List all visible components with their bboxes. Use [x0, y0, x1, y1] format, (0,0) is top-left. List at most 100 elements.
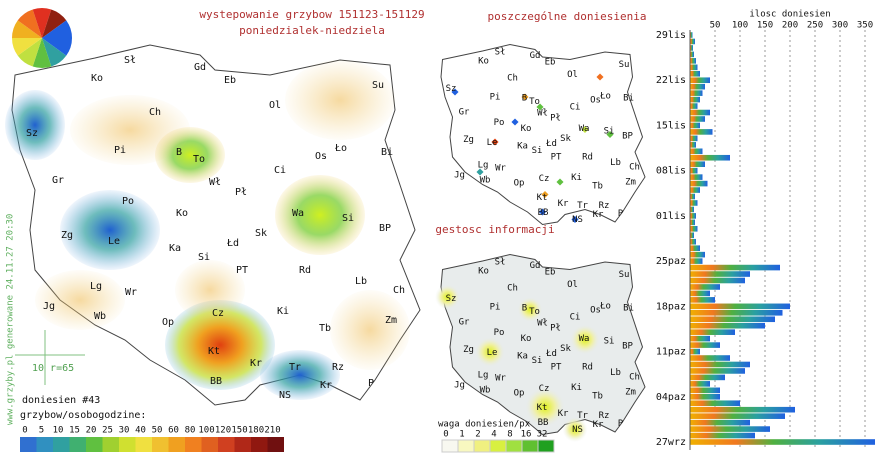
- density-map-title: gestosc informacji: [435, 223, 554, 236]
- city-label: Kr: [593, 420, 604, 430]
- bar: [690, 348, 700, 355]
- city-label: Kr: [593, 210, 604, 220]
- density-blob: [165, 300, 275, 390]
- city-label: Pi: [490, 93, 501, 103]
- bar: [690, 180, 708, 187]
- y-tick-label: 18paz: [656, 301, 686, 312]
- city-label: Bi: [623, 304, 634, 314]
- legend-swatch: [36, 437, 53, 452]
- city-label: Lb: [610, 368, 621, 378]
- city-label: Wb: [480, 386, 491, 396]
- city-label: Sz: [446, 294, 457, 304]
- city-label: Wa: [579, 124, 590, 134]
- city-label: Os: [315, 151, 327, 162]
- city-label: Ol: [567, 70, 578, 80]
- bar: [690, 64, 698, 71]
- legend-swatch: [185, 437, 202, 452]
- city-label: B: [176, 147, 182, 158]
- city-label: Ka: [517, 142, 528, 152]
- legend-swatch: [218, 437, 235, 452]
- side-note: www.grzyby.pl generowane 24.11.27 20:30: [6, 214, 16, 425]
- city-label: Sł: [124, 55, 136, 66]
- legend-tick: 30: [119, 426, 130, 436]
- city-label: Tb: [319, 323, 331, 334]
- legend-tick: 5: [39, 426, 44, 436]
- legend-tick: 210: [264, 426, 280, 436]
- bar: [690, 109, 710, 116]
- city-label: Os: [590, 306, 601, 316]
- city-label: Lb: [610, 158, 621, 168]
- legend-tick: 120: [215, 426, 231, 436]
- city-label: Si: [532, 146, 543, 156]
- city-label: Rd: [582, 153, 593, 163]
- report-marker: [538, 208, 547, 216]
- city-label: NS: [572, 425, 583, 435]
- legend-tick: 25: [102, 426, 113, 436]
- density-map-shape: [435, 253, 646, 442]
- bar: [690, 393, 720, 400]
- density-swatch: [505, 439, 523, 453]
- city-label: Pi: [490, 303, 501, 313]
- city-label: Lg: [478, 161, 489, 171]
- bar: [690, 96, 700, 103]
- report-count: doniesien #43: [22, 395, 100, 406]
- city-label: Op: [162, 317, 174, 328]
- city-label: Pł: [235, 187, 247, 198]
- pie-slice: [42, 38, 72, 56]
- bar: [690, 206, 694, 213]
- bar: [690, 135, 698, 142]
- report-marker: [606, 130, 614, 139]
- density-blob: [5, 90, 65, 160]
- city-label: Gr: [459, 108, 470, 118]
- bar: [690, 83, 705, 90]
- city-label: Sz: [446, 84, 457, 94]
- bar: [690, 432, 755, 439]
- city-label: Tb: [592, 392, 603, 402]
- bar: [690, 174, 703, 180]
- main-map: Sł Gd Ko Eb Su Ol Ch Sz Pi B To Ło Bi Os Wł Ci Gr Pł Po Ko W…: [5, 8, 421, 406]
- bar: [690, 264, 780, 271]
- city-label: B: [522, 94, 527, 104]
- city-label: Ki: [277, 306, 289, 317]
- y-tick-label: 08lis: [656, 166, 686, 177]
- density-spot: [562, 417, 588, 442]
- density-swatch: [473, 439, 491, 453]
- legend-tick: 100: [198, 426, 214, 436]
- city-label: Sł: [495, 258, 506, 268]
- bar: [690, 51, 694, 58]
- city-label: Kr: [250, 358, 262, 369]
- city-label: BB: [210, 376, 222, 387]
- legend-swatch: [102, 437, 119, 452]
- pie-slice: [17, 38, 42, 67]
- legend-swatch: [69, 437, 86, 452]
- bar: [690, 122, 700, 129]
- city-label: Os: [590, 96, 601, 106]
- city-label: Ci: [570, 313, 581, 323]
- bar: [690, 439, 875, 445]
- city-label: Ki: [571, 383, 582, 393]
- bar: [690, 271, 750, 277]
- city-label: Zg: [463, 135, 474, 145]
- city-label: Kr: [558, 409, 569, 419]
- bar: [690, 426, 770, 432]
- bar: [690, 245, 700, 251]
- x-tick-label: 250: [807, 21, 823, 31]
- points-map-title: poszczególne doniesienia: [488, 10, 647, 23]
- pie-slice: [42, 38, 67, 67]
- city-label: Bi: [381, 147, 393, 158]
- density-tick: 16: [521, 430, 532, 440]
- legend-swatch: [135, 437, 152, 452]
- legend-swatch: [53, 437, 70, 452]
- city-label: BP: [622, 342, 633, 352]
- city-label: To: [193, 154, 205, 165]
- density-legend-title: waga doniesien/px: [438, 420, 531, 430]
- legend-swatch: [267, 437, 284, 452]
- density-swatch: [441, 439, 459, 453]
- bar: [690, 193, 695, 200]
- legend-tick: 0: [22, 426, 27, 436]
- pie-slice: [32, 8, 52, 38]
- city-label: Jg: [454, 171, 465, 181]
- city-label: BP: [622, 132, 633, 142]
- city-label: Sz: [26, 128, 38, 139]
- bar: [690, 226, 698, 232]
